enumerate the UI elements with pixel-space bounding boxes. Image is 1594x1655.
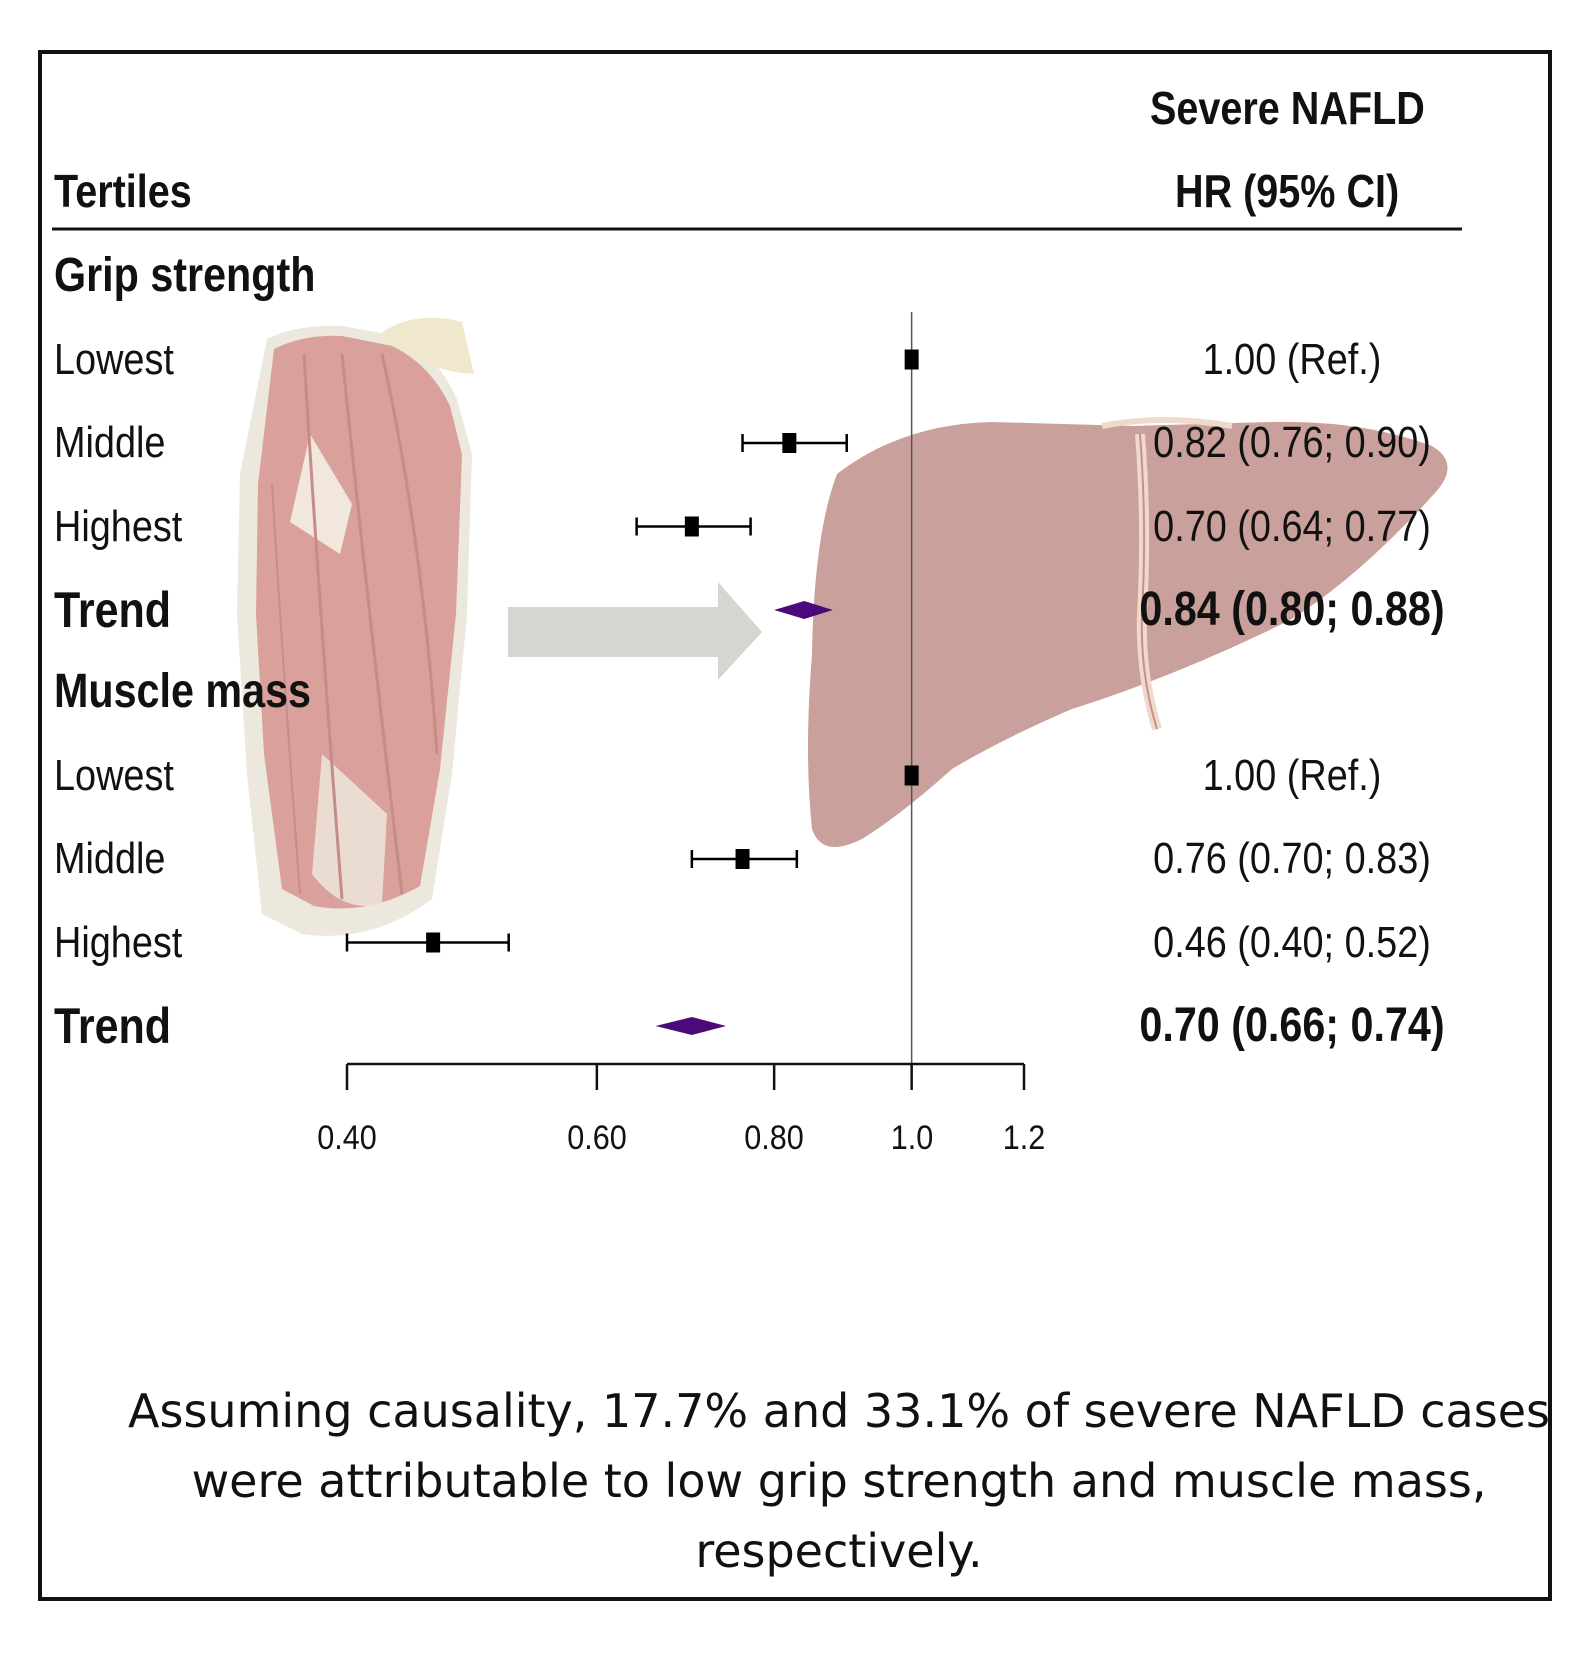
hr-ci-value: 1.00 (Ref.) <box>1202 750 1382 800</box>
hr-ci-value: 0.46 (0.40; 0.52) <box>1153 917 1431 967</box>
hr-ci-value: 0.76 (0.70; 0.83) <box>1153 834 1431 883</box>
row-label: Middle <box>54 418 166 467</box>
reference-point <box>904 765 919 786</box>
hr-ci-value: 0.70 (0.66; 0.74) <box>1139 999 1445 1052</box>
forest-plot <box>52 227 1462 1090</box>
hr-ci-value: 0.70 (0.64; 0.77) <box>1153 501 1431 551</box>
plot-marks <box>345 349 919 1035</box>
row-label: Lowest <box>54 750 174 800</box>
hr-ci-value: 0.84 (0.80; 0.88) <box>1139 583 1445 636</box>
x-axis <box>345 1062 1026 1090</box>
hr-point <box>735 849 750 869</box>
x-axis-tick-label: 0.60 <box>567 1119 627 1157</box>
column-header-hr: HR (95% CI) <box>1175 165 1400 217</box>
row-label: Trend <box>54 998 172 1054</box>
figure-caption: Assuming causality, 17.7% and 33.1% of s… <box>128 1384 1550 1578</box>
hr-point <box>426 932 441 953</box>
trend-diamond <box>774 601 833 619</box>
hr-ci-value: 1.00 (Ref.) <box>1202 334 1382 384</box>
x-axis-tick-label: 1.0 <box>890 1119 933 1157</box>
x-axis-tick-label: 1.2 <box>1002 1119 1046 1157</box>
row-label: Highest <box>54 501 183 551</box>
group-label: Grip strength <box>54 249 316 302</box>
arrow-illustration <box>508 582 762 680</box>
row-label: Lowest <box>54 334 174 384</box>
trend-diamond <box>655 1017 727 1035</box>
row-label: Middle <box>54 834 166 883</box>
reference-point <box>904 349 919 370</box>
thigh-muscle-illustration <box>237 317 474 936</box>
row-label: Highest <box>54 917 183 967</box>
liver-illustration <box>808 417 1448 847</box>
x-axis-tick-label: 0.40 <box>317 1119 377 1157</box>
column-header-tertiles: Tertiles <box>54 165 192 217</box>
hr-point <box>684 516 699 537</box>
x-axis-tick-label: 0.80 <box>744 1119 804 1157</box>
hr-point <box>782 433 797 453</box>
row-label: Trend <box>54 582 172 638</box>
group-label: Muscle mass <box>54 665 311 718</box>
hr-ci-value: 0.82 (0.76; 0.90) <box>1153 418 1431 467</box>
column-header-outcome: Severe NAFLD <box>1150 82 1425 134</box>
figure-frame: Tertiles Severe NAFLD HR (95% CI) Grip s… <box>38 50 1552 1601</box>
